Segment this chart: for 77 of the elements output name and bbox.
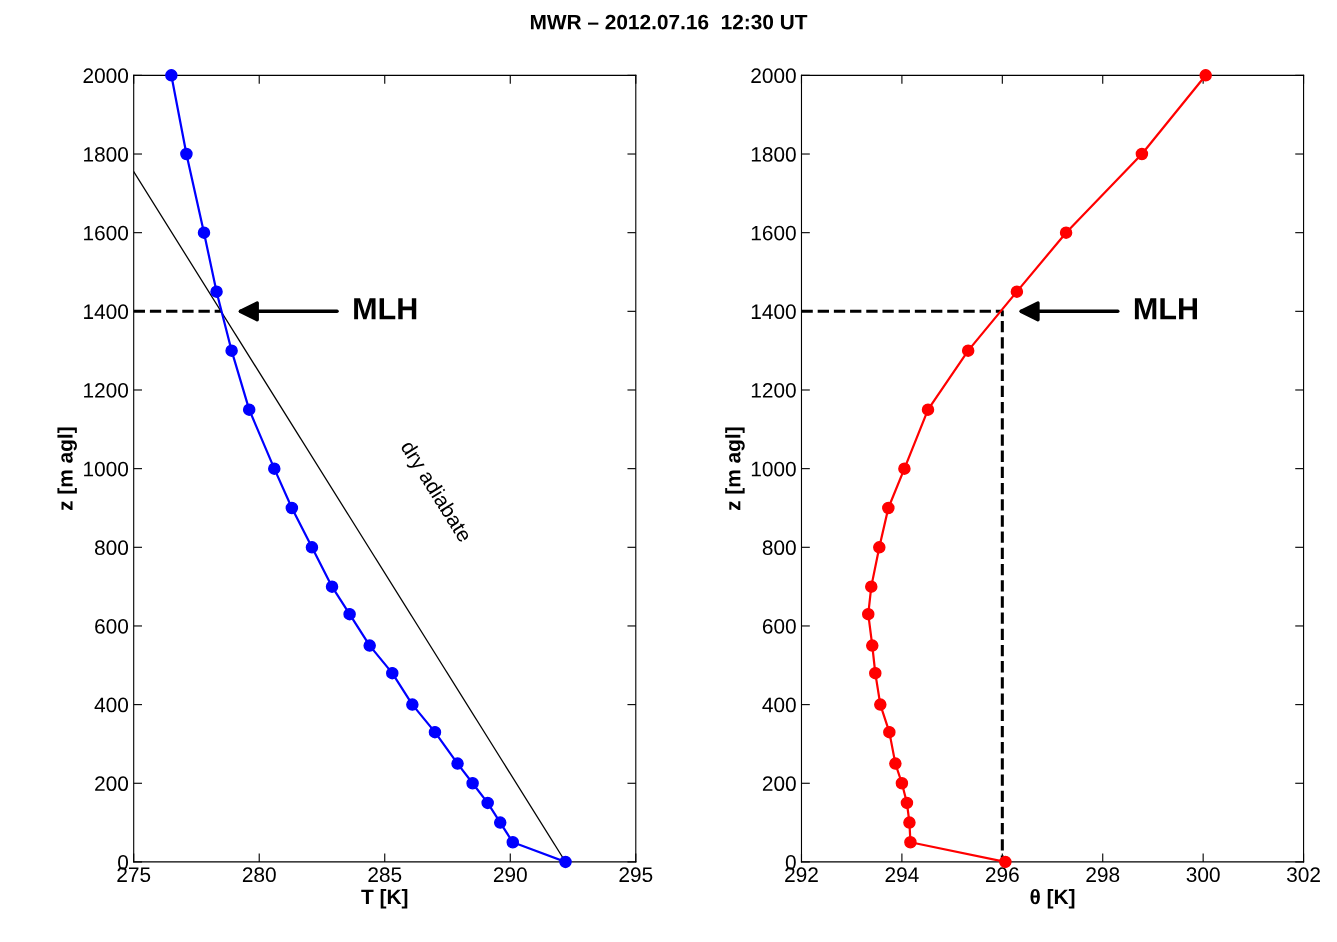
y-tick-label: 600	[762, 618, 796, 634]
y-tick-label: 1200	[84, 382, 129, 398]
point	[506, 836, 520, 849]
point	[428, 725, 442, 739]
x-tick-label: 300	[1186, 867, 1220, 883]
x-tick-label: 290	[493, 867, 527, 883]
y-tick-label: 200	[95, 776, 129, 792]
x-tick-label: 285	[368, 867, 402, 883]
x-axis-title: θ [K]	[1030, 888, 1075, 909]
point	[865, 580, 878, 593]
y-tick-label: 1600	[84, 225, 129, 241]
y-tick-label: 400	[94, 697, 129, 713]
point	[1010, 285, 1024, 298]
y-tick-label: 800	[94, 540, 129, 556]
y-tick-label: 1800	[84, 147, 129, 162]
point	[197, 226, 211, 239]
point	[406, 698, 419, 711]
point	[898, 462, 911, 475]
point	[882, 501, 895, 515]
x-tick-label: 298	[1086, 867, 1120, 883]
annotation: MLH	[354, 298, 417, 320]
y-tick-label: 1200	[751, 382, 796, 398]
point	[921, 403, 935, 416]
y-axis-title: z [m agl]	[57, 427, 77, 511]
point	[895, 777, 909, 790]
x-tick-label: 295	[619, 867, 653, 883]
point	[225, 344, 238, 357]
point	[900, 796, 914, 810]
point	[343, 607, 356, 621]
point	[466, 777, 479, 790]
point	[866, 639, 879, 652]
annotation: MLH	[1134, 298, 1197, 320]
y-tick-label: 1400	[751, 304, 796, 320]
point	[285, 501, 299, 515]
y-tick-label: 200	[762, 776, 796, 792]
point	[325, 580, 339, 593]
point	[874, 698, 887, 711]
y-tick-label: 800	[762, 540, 796, 556]
y-tick-label: 1000	[751, 461, 796, 477]
point	[180, 147, 193, 161]
y-tick-label: 600	[95, 618, 129, 634]
point	[862, 607, 875, 621]
y-tick-label: 400	[762, 697, 796, 713]
x-tick-label: 296	[985, 867, 1019, 883]
point	[961, 344, 975, 357]
point	[210, 285, 223, 298]
point	[1135, 147, 1149, 161]
point	[904, 836, 917, 849]
y-axis-title: z [m agl]	[725, 427, 745, 511]
point	[305, 541, 319, 554]
point	[559, 855, 572, 869]
point	[268, 462, 281, 475]
point	[873, 541, 886, 554]
y-tick-label: 1600	[751, 225, 796, 241]
point	[242, 403, 256, 416]
point	[903, 816, 916, 829]
y-tick-label: 1800	[751, 147, 796, 162]
point	[1059, 226, 1073, 239]
y-tick-label: 2000	[751, 68, 796, 84]
y-tick-label: 2000	[83, 68, 129, 84]
y-tick-label: 1400	[84, 304, 129, 320]
x-axis-title: T [K]	[361, 888, 408, 909]
chart-title: MWR – 2012.07.16 12:30 UT	[530, 14, 808, 30]
point	[883, 725, 896, 739]
x-tick-label: 294	[885, 867, 919, 883]
point	[451, 757, 464, 770]
point	[363, 639, 376, 652]
point	[869, 666, 882, 680]
point	[493, 816, 507, 829]
x-tick-label: 280	[242, 867, 276, 883]
point	[481, 796, 494, 810]
point	[165, 69, 178, 82]
point	[889, 757, 902, 770]
point	[1199, 69, 1212, 82]
y-tick-label: 1000	[84, 461, 129, 477]
x-tick-label: 302	[1286, 867, 1320, 883]
point	[386, 666, 399, 680]
